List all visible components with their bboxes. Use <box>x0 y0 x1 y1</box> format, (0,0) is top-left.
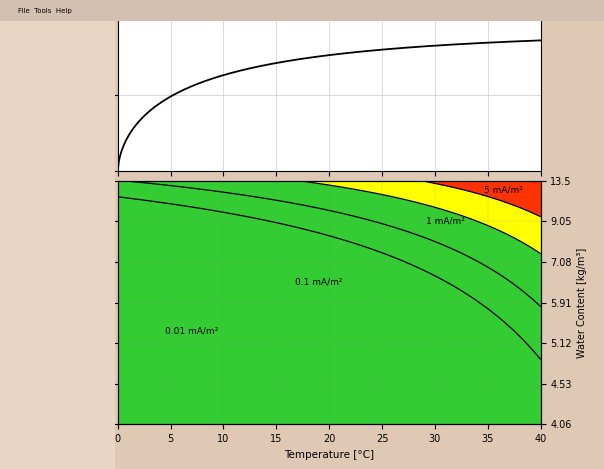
Y-axis label: Current density [mA/m²]: Current density [mA/m²] <box>75 40 84 150</box>
Text: 0.01 mA/m²: 0.01 mA/m² <box>165 326 219 335</box>
Text: 5 mA/m²: 5 mA/m² <box>484 186 523 195</box>
Text: File  Tools  Help: File Tools Help <box>18 8 72 14</box>
X-axis label: Temperature [°C]: Temperature [°C] <box>284 450 374 460</box>
Y-axis label: Water Content [kg/m³]: Water Content [kg/m³] <box>577 247 588 358</box>
Text: 0.1 mA/m²: 0.1 mA/m² <box>295 278 342 287</box>
Y-axis label: Rel. Humidity [%]: Rel. Humidity [%] <box>80 260 90 345</box>
Text: 1 mA/m²: 1 mA/m² <box>426 217 465 226</box>
